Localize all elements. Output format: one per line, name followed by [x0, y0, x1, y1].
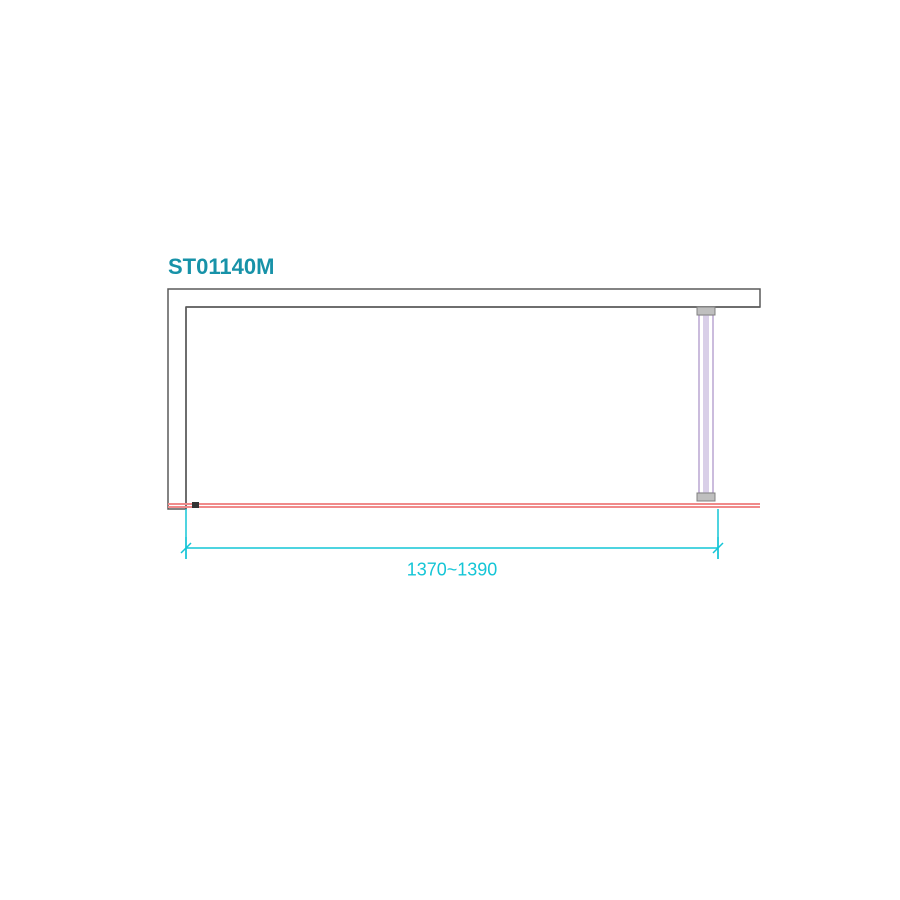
- diagram-canvas: ST01140M 1370~1390: [0, 0, 900, 900]
- panel-endcap-top: [697, 307, 715, 315]
- diagram-svg: [0, 0, 900, 900]
- dimension-label: 1370~1390: [407, 560, 498, 581]
- panel-endcap-bottom: [697, 493, 715, 501]
- wall-frame: [168, 289, 760, 509]
- glass-panel-fill: [703, 315, 709, 493]
